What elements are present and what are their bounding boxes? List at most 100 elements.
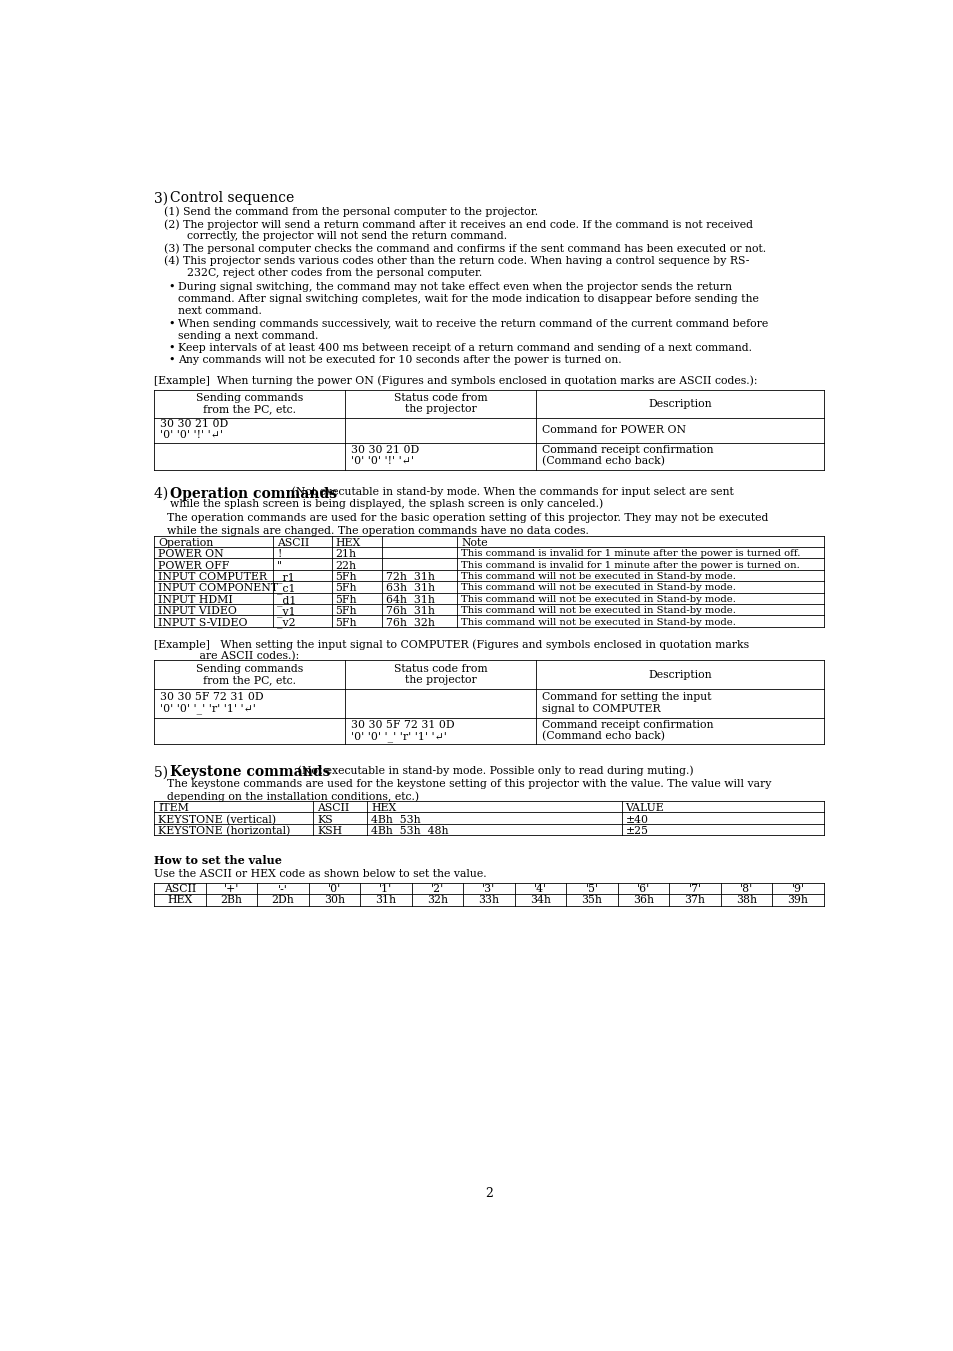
Text: 38h: 38h [735, 896, 756, 905]
Text: This command will not be executed in Stand-by mode.: This command will not be executed in Sta… [461, 584, 736, 593]
Text: 5Fh: 5Fh [335, 607, 356, 616]
Text: ITEM: ITEM [158, 804, 189, 813]
Text: Command for POWER ON: Command for POWER ON [541, 424, 685, 435]
Text: are ASCII codes.):: are ASCII codes.): [154, 651, 299, 662]
Text: Control sequence: Control sequence [170, 192, 294, 205]
Text: 232C, reject other codes from the personal computer.: 232C, reject other codes from the person… [187, 267, 481, 277]
Text: _c1: _c1 [277, 584, 295, 594]
Text: This command will not be executed in Stand-by mode.: This command will not be executed in Sta… [461, 617, 736, 627]
Text: •: • [168, 343, 174, 353]
Text: Command receipt confirmation: Command receipt confirmation [541, 444, 713, 455]
Text: Sending commands: Sending commands [195, 665, 303, 674]
Text: INPUT S-VIDEO: INPUT S-VIDEO [158, 617, 247, 628]
Text: 30h: 30h [324, 896, 345, 905]
Text: HEX: HEX [335, 538, 360, 549]
Text: KS: KS [317, 815, 333, 824]
Text: 5Fh: 5Fh [335, 584, 356, 593]
Text: 37h: 37h [684, 896, 704, 905]
Text: INPUT COMPUTER: INPUT COMPUTER [158, 571, 267, 582]
Text: '1': '1' [379, 884, 392, 894]
Text: This command will not be executed in Stand-by mode.: This command will not be executed in Sta… [461, 594, 736, 604]
Text: This command will not be executed in Stand-by mode.: This command will not be executed in Sta… [461, 607, 736, 615]
Text: ASCII: ASCII [164, 884, 195, 894]
Text: '0' '0' '_' 'r' '1' '↵': '0' '0' '_' 'r' '1' '↵' [160, 704, 256, 715]
Text: [Example]  When turning the power ON (Figures and symbols enclosed in quotation : [Example] When turning the power ON (Fig… [154, 376, 757, 385]
Text: Command for setting the input: Command for setting the input [541, 693, 711, 703]
Text: 34h: 34h [530, 896, 550, 905]
Text: Description: Description [647, 670, 711, 680]
Text: 30 30 5F 72 31 0D: 30 30 5F 72 31 0D [160, 693, 264, 703]
Text: When sending commands successively, wait to receive the return command of the cu: When sending commands successively, wait… [178, 319, 767, 328]
Text: 2: 2 [484, 1188, 493, 1200]
Text: 36h: 36h [632, 896, 653, 905]
Text: (1) Send the command from the personal computer to the projector.: (1) Send the command from the personal c… [164, 207, 537, 218]
Text: (2) The projector will send a return command after it receives an end code. If t: (2) The projector will send a return com… [164, 219, 753, 230]
Text: 5Fh: 5Fh [335, 571, 356, 582]
Text: (Not executable in stand-by mode. When the commands for input select are sent: (Not executable in stand-by mode. When t… [288, 486, 733, 497]
Text: This command is invalid for 1 minute after the power is turned on.: This command is invalid for 1 minute aft… [461, 561, 800, 570]
Text: 5Fh: 5Fh [335, 594, 356, 605]
Text: _r1: _r1 [277, 571, 294, 582]
Text: while the signals are changed. The operation commands have no data codes.: while the signals are changed. The opera… [167, 526, 589, 535]
Text: 3): 3) [154, 192, 172, 205]
Text: 30 30 5F 72 31 0D: 30 30 5F 72 31 0D [351, 720, 455, 730]
Text: [Example]   When setting the input signal to COMPUTER (Figures and symbols enclo: [Example] When setting the input signal … [154, 639, 748, 650]
Text: Command receipt confirmation: Command receipt confirmation [541, 720, 713, 730]
Text: '4': '4' [534, 884, 546, 894]
Text: INPUT VIDEO: INPUT VIDEO [158, 607, 236, 616]
Text: Note: Note [461, 538, 487, 549]
Text: Keystone commands: Keystone commands [170, 765, 330, 780]
Text: VALUE: VALUE [625, 804, 663, 813]
Text: 76h  31h: 76h 31h [385, 607, 434, 616]
Text: '2': '2' [431, 884, 443, 894]
Text: How to set the value: How to set the value [154, 855, 282, 866]
Text: 32h: 32h [427, 896, 448, 905]
Text: 30 30 21 0D: 30 30 21 0D [160, 419, 229, 430]
Text: HEX: HEX [167, 896, 193, 905]
Text: from the PC, etc.: from the PC, etc. [203, 404, 295, 415]
Text: '6': '6' [637, 884, 649, 894]
Text: '0' '0' '!' '↵': '0' '0' '!' '↵' [160, 431, 223, 440]
Text: (3) The personal computer checks the command and confirms if the sent command ha: (3) The personal computer checks the com… [164, 243, 765, 254]
Text: 5): 5) [154, 765, 172, 780]
Text: This command is invalid for 1 minute after the power is turned off.: This command is invalid for 1 minute aft… [461, 550, 800, 558]
Text: POWER OFF: POWER OFF [158, 561, 229, 570]
Text: _v1: _v1 [277, 607, 295, 617]
Text: '3': '3' [482, 884, 495, 894]
Text: '9': '9' [791, 884, 803, 894]
Text: _v2: _v2 [277, 617, 295, 628]
Text: ASCII: ASCII [317, 804, 349, 813]
Text: POWER ON: POWER ON [158, 550, 223, 559]
Text: •: • [168, 355, 174, 365]
Text: 2Dh: 2Dh [272, 896, 294, 905]
Text: 63h  31h: 63h 31h [385, 584, 435, 593]
Text: 30 30 21 0D: 30 30 21 0D [351, 444, 419, 455]
Text: (Command echo back): (Command echo back) [541, 457, 664, 466]
Text: ±40: ±40 [625, 815, 648, 824]
Text: 4Bh  53h: 4Bh 53h [371, 815, 420, 824]
Text: 22h: 22h [335, 561, 356, 570]
Text: 35h: 35h [581, 896, 601, 905]
Text: •: • [168, 282, 174, 292]
Text: Status code from: Status code from [394, 665, 487, 674]
Text: 4): 4) [154, 486, 172, 501]
Text: command. After signal switching completes, wait for the mode indication to disap: command. After signal switching complete… [178, 295, 759, 304]
Text: the projector: the projector [404, 404, 476, 415]
Text: 5Fh: 5Fh [335, 617, 356, 628]
Text: 64h  31h: 64h 31h [385, 594, 434, 605]
Text: ": " [277, 561, 282, 570]
Text: from the PC, etc.: from the PC, etc. [203, 676, 295, 685]
Text: '7': '7' [688, 884, 700, 894]
Text: 33h: 33h [477, 896, 499, 905]
Text: 4Bh  53h  48h: 4Bh 53h 48h [371, 827, 448, 836]
Text: 21h: 21h [335, 550, 356, 559]
Text: ASCII: ASCII [277, 538, 309, 549]
Text: During signal switching, the command may not take effect even when the projector: During signal switching, the command may… [178, 282, 731, 292]
Text: 2Bh: 2Bh [220, 896, 242, 905]
Text: while the splash screen is being displayed, the splash screen is only canceled.): while the splash screen is being display… [170, 499, 602, 509]
Text: sending a next command.: sending a next command. [178, 331, 318, 340]
Text: '5': '5' [585, 884, 598, 894]
Text: ±25: ±25 [625, 827, 648, 836]
Text: (4) This projector sends various codes other than the return code. When having a: (4) This projector sends various codes o… [164, 255, 749, 266]
Text: Operation commands: Operation commands [170, 486, 336, 501]
